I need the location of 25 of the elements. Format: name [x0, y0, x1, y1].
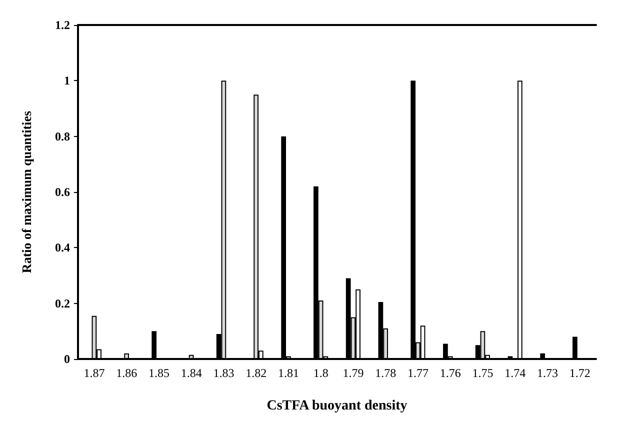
- x-tick-label: 1.74: [504, 366, 526, 380]
- x-tick-label: 1.84: [180, 366, 202, 380]
- y-tick-label: 1.2: [55, 18, 70, 32]
- x-tick-label: 1.73: [536, 366, 558, 380]
- x-axis-title: CsTFA buoyant density: [266, 398, 408, 414]
- x-tick-label: 1.86: [116, 366, 138, 380]
- x-tick-label: 1.77: [407, 366, 428, 380]
- x-tick-label: 1.83: [213, 366, 234, 380]
- y-tick-label: 0.4: [55, 240, 70, 255]
- x-tick-label: 1.72: [569, 366, 590, 380]
- y-tick-label: 0.6: [55, 185, 70, 199]
- y-tick-label: 1: [64, 74, 70, 88]
- y-axis-title: Ratio of maximum quantities: [19, 110, 34, 274]
- x-tick-label: 1.85: [148, 366, 170, 380]
- y-tick-label: 0: [64, 352, 70, 366]
- x-tick-label: 1.82: [246, 366, 267, 380]
- x-tick-label: 1.78: [375, 366, 396, 380]
- y-tick-label: 0.2: [55, 296, 70, 310]
- x-tick-label: 1.76: [440, 366, 461, 380]
- x-tick-label: 1.81: [278, 366, 299, 380]
- x-tick-label: 1.8: [313, 366, 328, 380]
- y-tick-label: 0.8: [55, 129, 70, 144]
- x-tick-label: 1.75: [472, 366, 494, 380]
- x-tick-label: 1.79: [342, 366, 364, 380]
- x-tick-label: 1.87: [84, 366, 105, 380]
